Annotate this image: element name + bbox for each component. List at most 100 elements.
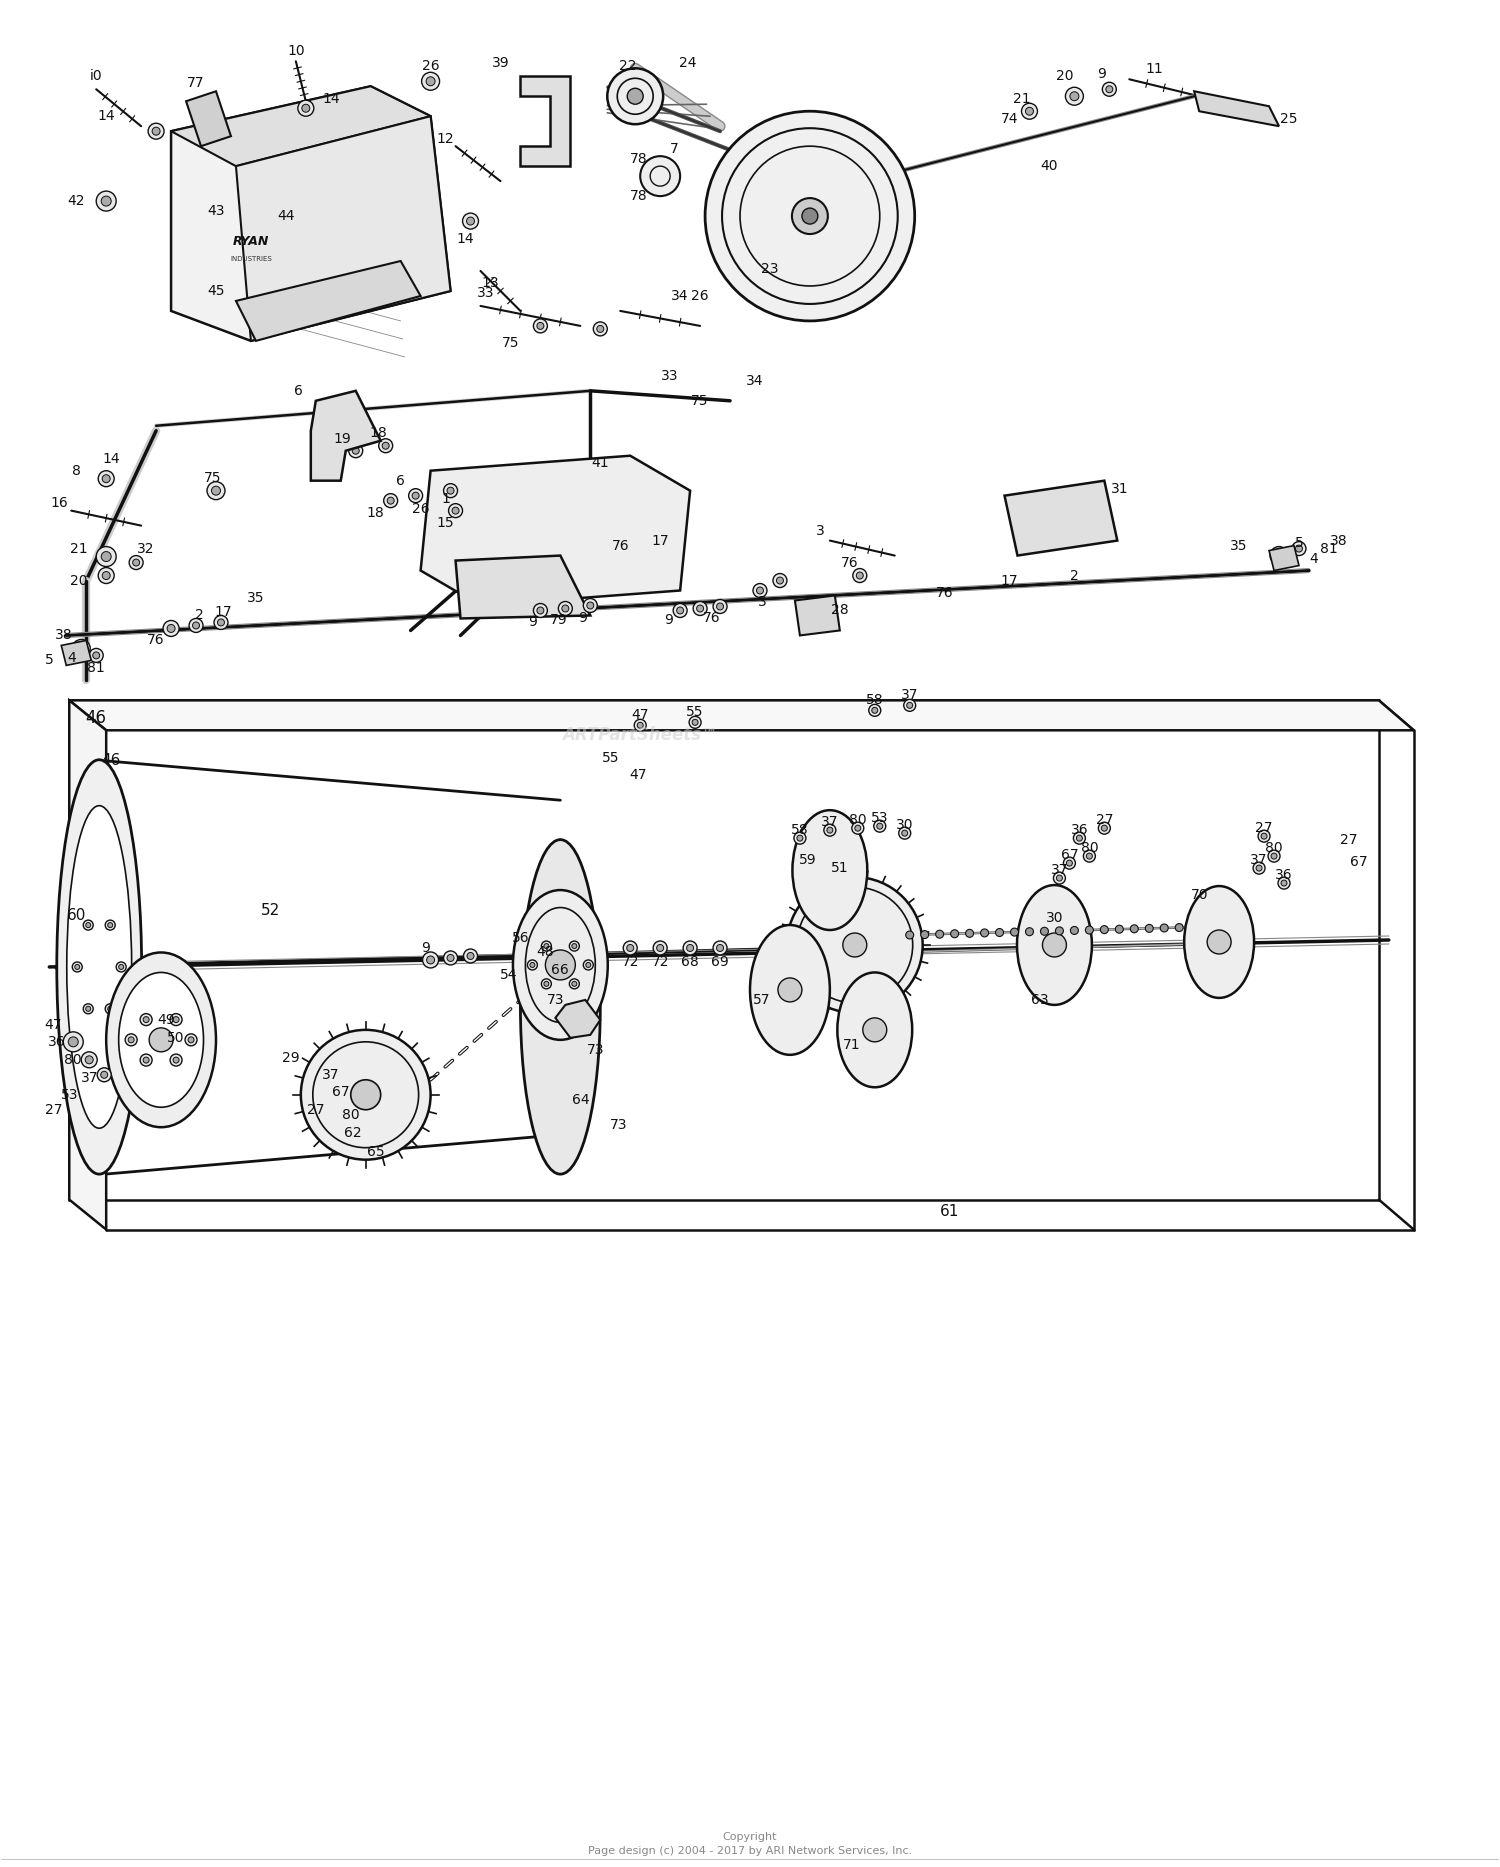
Circle shape <box>981 930 988 937</box>
Text: 67: 67 <box>332 1085 350 1100</box>
Circle shape <box>116 962 126 973</box>
Circle shape <box>214 616 228 629</box>
Circle shape <box>874 820 885 833</box>
Circle shape <box>105 920 116 930</box>
Circle shape <box>878 823 884 829</box>
Circle shape <box>86 922 90 928</box>
Text: 43: 43 <box>207 204 225 218</box>
Circle shape <box>462 213 478 230</box>
Circle shape <box>464 948 477 963</box>
Text: 54: 54 <box>500 967 517 982</box>
Circle shape <box>387 497 394 504</box>
Text: 49: 49 <box>158 1014 176 1027</box>
Circle shape <box>1270 547 1288 564</box>
Circle shape <box>688 717 700 728</box>
Polygon shape <box>1194 91 1280 127</box>
Circle shape <box>534 319 548 332</box>
Circle shape <box>189 618 202 633</box>
Text: 34: 34 <box>672 289 688 302</box>
Text: INDUSTRIES: INDUSTRIES <box>230 256 272 261</box>
Circle shape <box>862 1018 886 1042</box>
Text: 38: 38 <box>54 629 72 642</box>
Circle shape <box>1275 551 1284 560</box>
Text: 41: 41 <box>591 456 609 470</box>
Text: 58: 58 <box>790 823 808 836</box>
Circle shape <box>682 941 698 954</box>
Circle shape <box>966 930 974 937</box>
Text: 73: 73 <box>546 993 564 1006</box>
Circle shape <box>466 952 474 960</box>
Circle shape <box>921 930 928 939</box>
Text: 50: 50 <box>168 1031 184 1046</box>
Circle shape <box>843 934 867 958</box>
Text: 80: 80 <box>1080 842 1098 855</box>
Circle shape <box>207 482 225 500</box>
Text: 65: 65 <box>368 1144 384 1159</box>
Circle shape <box>447 954 454 962</box>
Text: 14: 14 <box>456 232 474 246</box>
Circle shape <box>82 920 93 930</box>
Circle shape <box>898 827 910 838</box>
Text: 67: 67 <box>1350 855 1368 870</box>
Text: 81: 81 <box>1320 541 1338 556</box>
Circle shape <box>546 950 576 980</box>
Circle shape <box>1270 853 1276 859</box>
Text: 39: 39 <box>492 56 510 71</box>
Text: 31: 31 <box>1110 482 1128 495</box>
Text: ARTPartSheets™: ARTPartSheets™ <box>562 726 718 745</box>
Circle shape <box>1281 879 1287 887</box>
Polygon shape <box>520 77 570 166</box>
Circle shape <box>652 941 668 954</box>
Circle shape <box>852 821 864 835</box>
Text: 6: 6 <box>294 385 303 398</box>
Circle shape <box>118 965 123 969</box>
Circle shape <box>108 922 112 928</box>
Circle shape <box>868 704 880 717</box>
Text: 44: 44 <box>278 209 294 222</box>
Circle shape <box>100 551 111 562</box>
Text: 70: 70 <box>1191 889 1208 902</box>
Circle shape <box>705 112 915 321</box>
Circle shape <box>936 930 944 937</box>
Text: 27: 27 <box>1256 821 1274 835</box>
Circle shape <box>108 1006 112 1012</box>
Circle shape <box>98 470 114 487</box>
Circle shape <box>572 943 578 948</box>
Circle shape <box>1278 877 1290 889</box>
Text: 46: 46 <box>102 752 122 767</box>
Circle shape <box>1074 833 1086 844</box>
Text: 17: 17 <box>1000 573 1018 588</box>
Circle shape <box>1083 849 1095 863</box>
Circle shape <box>211 485 220 495</box>
Ellipse shape <box>57 760 141 1174</box>
Circle shape <box>422 73 440 90</box>
Circle shape <box>712 599 728 614</box>
Ellipse shape <box>1184 887 1254 997</box>
Text: 36: 36 <box>48 1034 64 1049</box>
Text: 33: 33 <box>477 286 494 301</box>
Circle shape <box>528 960 537 971</box>
Polygon shape <box>62 640 92 665</box>
Circle shape <box>824 823 836 836</box>
Text: 10: 10 <box>286 45 304 58</box>
Circle shape <box>778 978 802 1003</box>
Text: 30: 30 <box>1046 911 1064 924</box>
Circle shape <box>170 1055 182 1066</box>
Text: 5: 5 <box>1294 536 1304 549</box>
Text: 28: 28 <box>831 603 849 618</box>
Circle shape <box>1056 926 1064 935</box>
Circle shape <box>570 941 579 950</box>
Text: 13: 13 <box>482 276 500 289</box>
Text: 21: 21 <box>1013 91 1031 106</box>
Circle shape <box>102 571 110 579</box>
Text: 19: 19 <box>334 431 351 446</box>
Text: 55: 55 <box>687 706 703 719</box>
Circle shape <box>426 77 435 86</box>
Text: 75: 75 <box>501 336 519 349</box>
Polygon shape <box>186 91 231 146</box>
Text: 73: 73 <box>609 1118 627 1131</box>
Circle shape <box>1071 926 1078 935</box>
Circle shape <box>1160 924 1168 932</box>
Text: 14: 14 <box>322 91 339 106</box>
Text: 61: 61 <box>940 1204 960 1219</box>
